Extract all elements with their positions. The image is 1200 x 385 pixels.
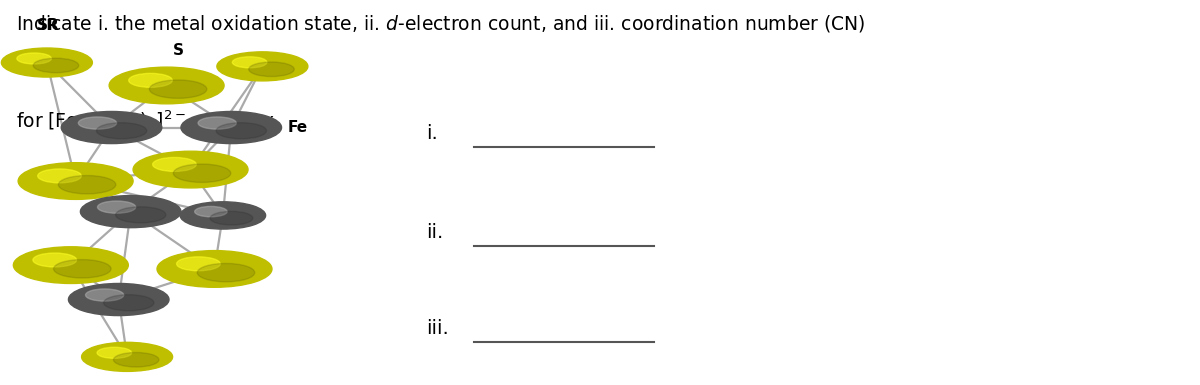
Circle shape bbox=[37, 169, 82, 183]
Circle shape bbox=[128, 74, 173, 87]
Circle shape bbox=[17, 53, 52, 64]
Circle shape bbox=[68, 283, 169, 316]
Text: ii.: ii. bbox=[426, 223, 444, 242]
Circle shape bbox=[152, 157, 197, 171]
Circle shape bbox=[157, 251, 272, 287]
Circle shape bbox=[194, 206, 227, 217]
Circle shape bbox=[13, 247, 128, 283]
Circle shape bbox=[133, 151, 248, 188]
Circle shape bbox=[197, 263, 254, 282]
Circle shape bbox=[180, 202, 265, 229]
Circle shape bbox=[216, 123, 266, 139]
Text: S: S bbox=[173, 43, 184, 58]
Circle shape bbox=[80, 196, 181, 228]
Circle shape bbox=[54, 259, 112, 278]
Circle shape bbox=[248, 62, 294, 77]
Circle shape bbox=[198, 117, 236, 129]
Text: SR: SR bbox=[37, 18, 60, 33]
Circle shape bbox=[85, 289, 124, 301]
Circle shape bbox=[34, 58, 79, 73]
Text: Fe: Fe bbox=[288, 120, 307, 135]
Circle shape bbox=[59, 176, 116, 194]
Circle shape bbox=[82, 342, 173, 372]
Circle shape bbox=[96, 123, 146, 139]
Circle shape bbox=[97, 347, 132, 358]
Circle shape bbox=[18, 163, 133, 199]
Text: i.: i. bbox=[426, 124, 438, 143]
Circle shape bbox=[61, 112, 162, 144]
Circle shape bbox=[32, 253, 77, 267]
Circle shape bbox=[109, 67, 224, 104]
Text: iii.: iii. bbox=[426, 319, 449, 338]
Circle shape bbox=[114, 353, 158, 367]
Circle shape bbox=[78, 117, 116, 129]
Circle shape bbox=[176, 257, 221, 271]
Circle shape bbox=[97, 201, 136, 213]
Circle shape bbox=[181, 112, 282, 144]
Text: Indicate i. the metal oxidation state, ii. $d$-electron count, and iii. coordina: Indicate i. the metal oxidation state, i… bbox=[16, 13, 865, 34]
Circle shape bbox=[233, 57, 266, 68]
Circle shape bbox=[115, 207, 166, 223]
Circle shape bbox=[173, 164, 230, 182]
Circle shape bbox=[149, 80, 206, 98]
Circle shape bbox=[210, 211, 253, 225]
Text: for [Fe$_4$S$_4$(SR)$_4$]$^{2-}$ complex: for [Fe$_4$S$_4$(SR)$_4$]$^{2-}$ complex bbox=[16, 109, 275, 134]
Circle shape bbox=[217, 52, 308, 81]
Circle shape bbox=[103, 295, 154, 311]
Circle shape bbox=[1, 48, 92, 77]
